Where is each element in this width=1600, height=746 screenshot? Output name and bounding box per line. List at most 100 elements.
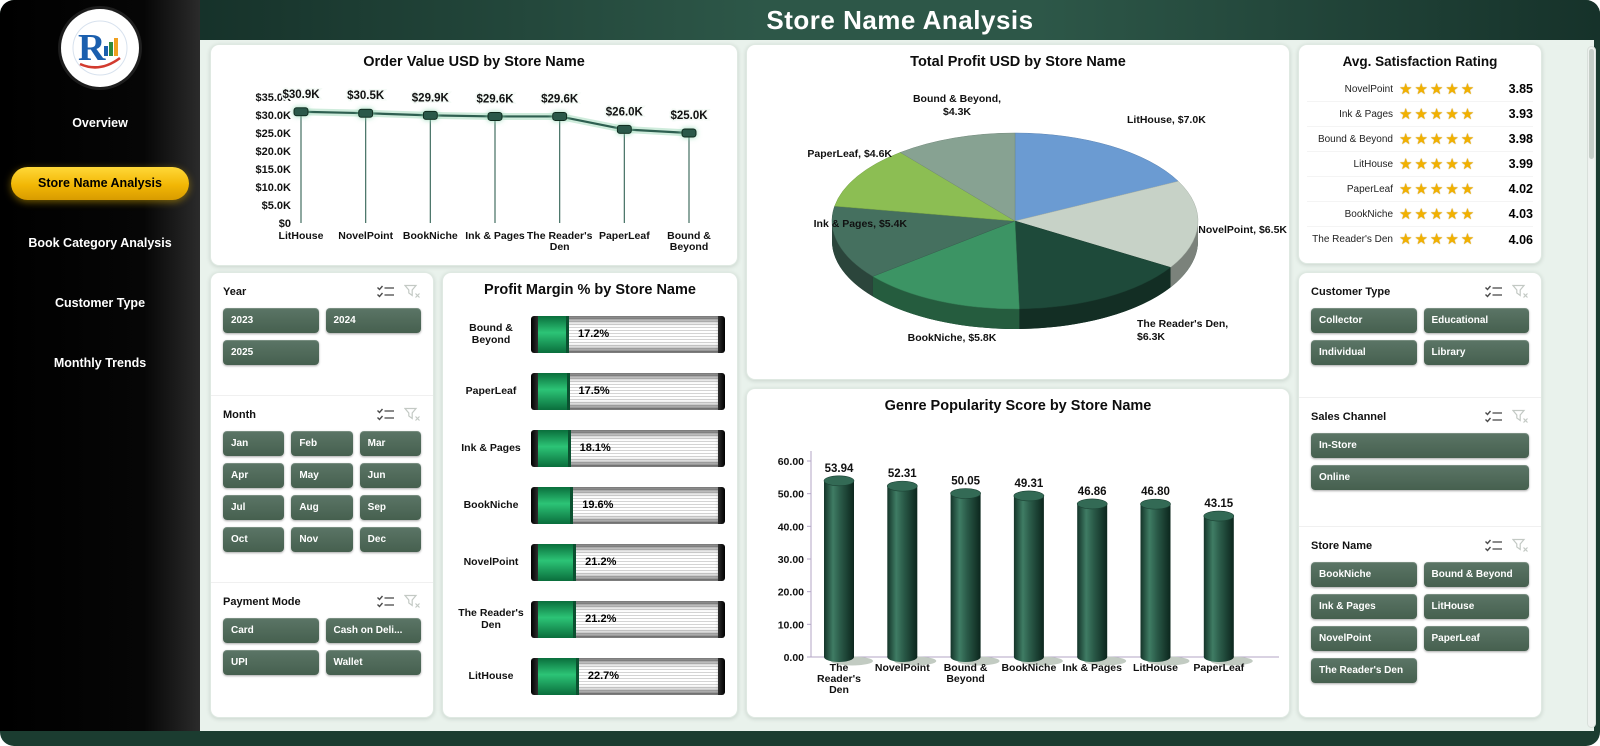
slicer-month-option-sep[interactable]: Sep (359, 495, 421, 520)
slicer-month-option-jan[interactable]: Jan (223, 431, 285, 456)
cylinder-bar-novelpoint[interactable] (887, 480, 918, 662)
scrollbar[interactable] (1587, 46, 1596, 728)
slicer-payment-option-card[interactable]: Card (223, 618, 319, 643)
scrollbar-thumb[interactable] (1589, 49, 1594, 159)
slicer-store-name-option-novelpoint[interactable]: NovelPoint (1311, 626, 1417, 651)
bar-cap (718, 429, 725, 467)
pie-slice-novelpoint[interactable] (1014, 180, 1199, 268)
pie-slice-the-reader-s-den[interactable] (1014, 220, 1172, 310)
bar-fill (538, 543, 577, 581)
profit-margin-bar[interactable]: 17.2% (531, 315, 725, 353)
slicer-store-name-option-the-reader-s-den[interactable]: The Reader's Den (1311, 658, 1417, 683)
slicer-store_name-title: Store Name (1311, 539, 1373, 552)
line-data-point[interactable] (616, 124, 632, 134)
cylinder-bar-the-reader-s-den[interactable] (823, 475, 855, 662)
satisfaction-rows: NovelPoint ★★★★★ 3.85 Ink & Pages ★★★★★ 3.93 B… (1307, 77, 1533, 252)
select-all-icon[interactable] (376, 284, 395, 299)
slicer-customer-type-option-individual[interactable]: Individual (1311, 340, 1417, 365)
slicer-payment-option-upi[interactable]: UPI (223, 650, 319, 675)
clear-filter-icon[interactable] (404, 284, 421, 299)
slicer-month-option-oct[interactable]: Oct (223, 527, 285, 552)
profit-margin-bar[interactable]: 18.1% (531, 429, 725, 467)
cylinder-bar-ink-pages[interactable] (1076, 498, 1108, 662)
profit-margin-bar[interactable]: 21.2% (531, 600, 725, 638)
cylinder-bar-bookniche[interactable] (1013, 490, 1045, 662)
sidebar-item-customer-type[interactable]: Customer Type (54, 296, 146, 310)
slicer-year-option-2023[interactable]: 2023 (223, 308, 319, 333)
cylinder-bar-bound-beyond[interactable] (950, 488, 981, 662)
line-data-point[interactable] (681, 128, 697, 138)
clear-filter-icon[interactable] (1512, 409, 1529, 424)
clear-filter-icon[interactable] (1512, 284, 1529, 299)
cylinder-bar-lithouse[interactable] (1140, 498, 1171, 662)
select-all-icon[interactable] (1484, 538, 1503, 553)
genre-popularity-chart-panel: Genre Popularity Score by Store Name 60.… (746, 388, 1290, 718)
pie-slice-paperleaf[interactable] (834, 152, 1016, 222)
slicer-store-name-option-bookniche[interactable]: BookNiche (1311, 562, 1417, 587)
pie-slice-lithouse[interactable] (1014, 132, 1179, 222)
pie-slice-bookniche[interactable] (872, 220, 1020, 310)
slicer-sales-channel-option-in-store[interactable]: In-Store (1311, 433, 1529, 458)
slicer-payment-option-wallet[interactable]: Wallet (325, 650, 421, 675)
sidebar-item-overview[interactable]: Overview (72, 116, 128, 130)
clear-filter-icon[interactable] (404, 407, 421, 422)
slicer-store-name-option-ink-pages[interactable]: Ink & Pages (1311, 594, 1417, 619)
profit-margin-value: 21.2% (585, 613, 617, 625)
slicer-month-option-jul[interactable]: Jul (223, 495, 285, 520)
select-all-icon[interactable] (376, 594, 395, 609)
sidebar-item-store-name-analysis[interactable]: Store Name Analysis (11, 167, 189, 200)
clear-filter-icon[interactable] (404, 594, 421, 609)
slicer-payment-option-cash-on-deli-[interactable]: Cash on Deli... (325, 618, 421, 643)
bar-cap (531, 600, 538, 638)
profit-margin-bar[interactable]: 17.5% (531, 372, 725, 410)
slicer-month-option-feb[interactable]: Feb (291, 431, 353, 456)
sidebar-item-book-category-analysis[interactable]: Book Category Analysis (28, 236, 172, 250)
line-data-point[interactable] (293, 107, 309, 117)
bar-body: 17.2% (538, 315, 718, 353)
line-data-point[interactable] (358, 108, 374, 118)
bar-body: 17.5% (538, 372, 718, 410)
slicer-customer-type-option-educational[interactable]: Educational (1423, 308, 1529, 333)
clear-filter-icon[interactable] (1512, 538, 1529, 553)
total-profit-chart-panel: Total Profit USD by Store Name LitHouse,… (746, 44, 1290, 380)
genre-popularity-bar-chart: 60.00 50.00 40.00 30.00 20.00 10.00 0.00 53.94 T… (778, 451, 1279, 696)
slicer-store-name-option-paperleaf[interactable]: PaperLeaf (1423, 626, 1529, 651)
sidebar-item-monthly-trends[interactable]: Monthly Trends (53, 356, 147, 370)
bar-cap (718, 315, 725, 353)
slicer-month-option-jun[interactable]: Jun (359, 463, 421, 488)
bar-fill (538, 600, 577, 638)
slicer-month-option-aug[interactable]: Aug (291, 495, 353, 520)
select-all-icon[interactable] (376, 407, 395, 422)
slicer-year-option-2024[interactable]: 2024 (325, 308, 421, 333)
satisfaction-store-name: Bound & Beyond (1317, 133, 1393, 145)
slicer-month-option-dec[interactable]: Dec (359, 527, 421, 552)
bar-body: 21.2% (538, 600, 718, 638)
slicer-store-name-option-lithouse[interactable]: LitHouse (1423, 594, 1529, 619)
pie-slice-ink-pages[interactable] (831, 205, 1016, 277)
profit-margin-chart-title: Profit Margin % by Store Name (484, 282, 696, 298)
profit-margin-category: NovelPoint (463, 555, 519, 568)
y-axis-label: $0 (279, 218, 291, 230)
slicer-month-option-may[interactable]: May (291, 463, 353, 488)
slicer-customer-type-option-library[interactable]: Library (1423, 340, 1529, 365)
slicer-month-option-apr[interactable]: Apr (223, 463, 285, 488)
slicer-customer-type-option-collector[interactable]: Collector (1311, 308, 1417, 333)
slicer-month-option-nov[interactable]: Nov (291, 527, 353, 552)
profit-margin-bar[interactable]: 21.2% (531, 543, 725, 581)
profit-margin-bar[interactable]: 22.7% (531, 657, 725, 695)
line-data-point[interactable] (552, 111, 568, 121)
cylinder-bar-paperleaf[interactable] (1203, 510, 1235, 662)
slicer-month-option-mar[interactable]: Mar (359, 431, 421, 456)
slicer-year-option-2025[interactable]: 2025 (223, 340, 319, 365)
slicer-sales-channel-option-online[interactable]: Online (1311, 465, 1529, 490)
line-data-point[interactable] (422, 110, 438, 120)
slicer-store-name-option-bound-beyond[interactable]: Bound & Beyond (1423, 562, 1529, 587)
profit-margin-bar[interactable]: 19.6% (531, 486, 725, 524)
select-all-icon[interactable] (1484, 284, 1503, 299)
total-profit-pie-chart: LitHouse, $7.0K NovelPoint, $6.5K The Read… (807, 93, 1287, 344)
pie-slice-bound-beyond[interactable] (899, 132, 1016, 222)
select-all-icon[interactable] (1484, 409, 1503, 424)
profit-margin-category: PaperLeaf (465, 384, 517, 397)
line-data-point[interactable] (487, 111, 503, 121)
profit-margin-row: NovelPoint 21.2% (453, 537, 725, 587)
